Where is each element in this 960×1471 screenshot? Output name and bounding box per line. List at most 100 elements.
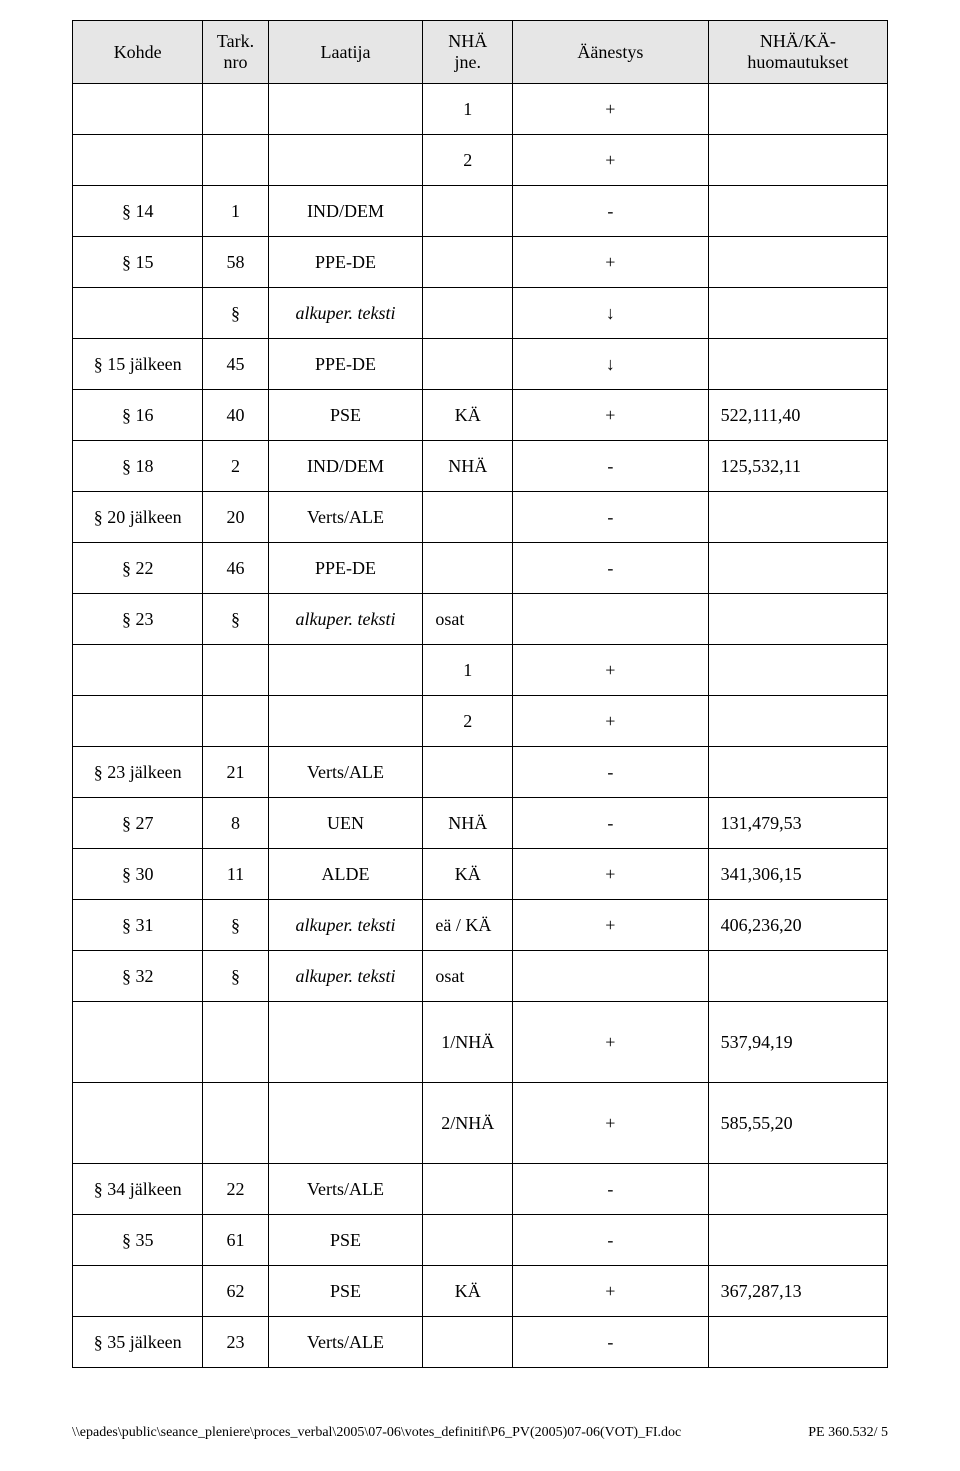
cell-c5: ↓ xyxy=(513,339,709,390)
cell-c4: 2/NHÄ xyxy=(423,1083,513,1164)
cell-c3: Verts/ALE xyxy=(268,492,423,543)
footer-page-number: PE 360.532/ 5 xyxy=(808,1425,888,1441)
cell-c1: § 18 xyxy=(73,441,203,492)
table-row: 1+ xyxy=(73,645,888,696)
cell-c2: 58 xyxy=(203,237,268,288)
table-row: § 31§alkuper. tekstieä / KÄ+406,236,20 xyxy=(73,900,888,951)
cell-c3 xyxy=(268,1002,423,1083)
cell-c3: Verts/ALE xyxy=(268,747,423,798)
cell-c4: osat xyxy=(423,594,513,645)
cell-c6 xyxy=(708,1317,887,1368)
cell-c6: 367,287,13 xyxy=(708,1266,887,1317)
cell-c1: § 20 jälkeen xyxy=(73,492,203,543)
cell-c3: PPE-DE xyxy=(268,543,423,594)
cell-c1: § 15 jälkeen xyxy=(73,339,203,390)
cell-c2: § xyxy=(203,594,268,645)
cell-c4 xyxy=(423,1317,513,1368)
table-header-row: Kohde Tark. nro Laatija NHÄ jne. Äänesty… xyxy=(73,21,888,84)
cell-c1: § 16 xyxy=(73,390,203,441)
cell-c1: § 22 xyxy=(73,543,203,594)
table-row: § 3561PSE- xyxy=(73,1215,888,1266)
cell-c2 xyxy=(203,696,268,747)
header-kohde: Kohde xyxy=(73,21,203,84)
cell-c3 xyxy=(268,645,423,696)
cell-c4: osat xyxy=(423,951,513,1002)
cell-c1: § 15 xyxy=(73,237,203,288)
cell-c6 xyxy=(708,339,887,390)
cell-c5: - xyxy=(513,543,709,594)
header-tark-nro: Tark. nro xyxy=(203,21,268,84)
cell-c2 xyxy=(203,645,268,696)
cell-c6 xyxy=(708,594,887,645)
cell-c3: PPE-DE xyxy=(268,339,423,390)
cell-c4: KÄ xyxy=(423,390,513,441)
cell-c1: § 23 jälkeen xyxy=(73,747,203,798)
cell-c4 xyxy=(423,1215,513,1266)
table-row: § 15 jälkeen45PPE-DE↓ xyxy=(73,339,888,390)
cell-c4: NHÄ xyxy=(423,798,513,849)
cell-c2: 11 xyxy=(203,849,268,900)
cell-c5: + xyxy=(513,645,709,696)
cell-c5: + xyxy=(513,84,709,135)
cell-c6 xyxy=(708,288,887,339)
cell-c2: 22 xyxy=(203,1164,268,1215)
cell-c6: 125,532,11 xyxy=(708,441,887,492)
cell-c6: 537,94,19 xyxy=(708,1002,887,1083)
cell-c5: - xyxy=(513,798,709,849)
cell-c1: § 23 xyxy=(73,594,203,645)
table-row: §alkuper. teksti↓ xyxy=(73,288,888,339)
cell-c6: 131,479,53 xyxy=(708,798,887,849)
cell-c3 xyxy=(268,84,423,135)
cell-c2: 40 xyxy=(203,390,268,441)
cell-c5 xyxy=(513,594,709,645)
cell-c2: 1 xyxy=(203,186,268,237)
cell-c1 xyxy=(73,1083,203,1164)
cell-c3: IND/DEM xyxy=(268,441,423,492)
cell-c2: 20 xyxy=(203,492,268,543)
header-laatija: Laatija xyxy=(268,21,423,84)
footer-path: \\epades\public\seance_pleniere\proces_v… xyxy=(72,1425,681,1441)
cell-c3: PSE xyxy=(268,1266,423,1317)
cell-c4 xyxy=(423,237,513,288)
cell-c1 xyxy=(73,135,203,186)
cell-c6: 585,55,20 xyxy=(708,1083,887,1164)
header-aanestys: Äänestys xyxy=(513,21,709,84)
table-row: 1/NHÄ+537,94,19 xyxy=(73,1002,888,1083)
cell-c3: PSE xyxy=(268,390,423,441)
cell-c4: KÄ xyxy=(423,849,513,900)
cell-c3: alkuper. teksti xyxy=(268,594,423,645)
cell-c1: § 30 xyxy=(73,849,203,900)
cell-c1: § 32 xyxy=(73,951,203,1002)
cell-c5: - xyxy=(513,441,709,492)
cell-c3: IND/DEM xyxy=(268,186,423,237)
page-footer: \\epades\public\seance_pleniere\proces_v… xyxy=(72,1425,888,1441)
cell-c4 xyxy=(423,543,513,594)
cell-c3: alkuper. teksti xyxy=(268,900,423,951)
cell-c3: UEN xyxy=(268,798,423,849)
cell-c4: 2 xyxy=(423,135,513,186)
cell-c6 xyxy=(708,237,887,288)
cell-c1: § 34 jälkeen xyxy=(73,1164,203,1215)
cell-c2: 2 xyxy=(203,441,268,492)
cell-c2: § xyxy=(203,951,268,1002)
cell-c4: KÄ xyxy=(423,1266,513,1317)
cell-c5: ↓ xyxy=(513,288,709,339)
cell-c3: ALDE xyxy=(268,849,423,900)
cell-c4: 2 xyxy=(423,696,513,747)
cell-c5: - xyxy=(513,186,709,237)
cell-c2: 61 xyxy=(203,1215,268,1266)
table-row: § 3011ALDEKÄ+341,306,15 xyxy=(73,849,888,900)
cell-c2 xyxy=(203,1083,268,1164)
cell-c4 xyxy=(423,1164,513,1215)
cell-c5: + xyxy=(513,237,709,288)
cell-c5: - xyxy=(513,747,709,798)
cell-c5: - xyxy=(513,492,709,543)
cell-c1 xyxy=(73,1002,203,1083)
cell-c1: § 31 xyxy=(73,900,203,951)
cell-c6 xyxy=(708,645,887,696)
table-row: § 34 jälkeen22Verts/ALE- xyxy=(73,1164,888,1215)
cell-c2: 46 xyxy=(203,543,268,594)
cell-c5: - xyxy=(513,1164,709,1215)
cell-c5: + xyxy=(513,849,709,900)
cell-c5: + xyxy=(513,900,709,951)
